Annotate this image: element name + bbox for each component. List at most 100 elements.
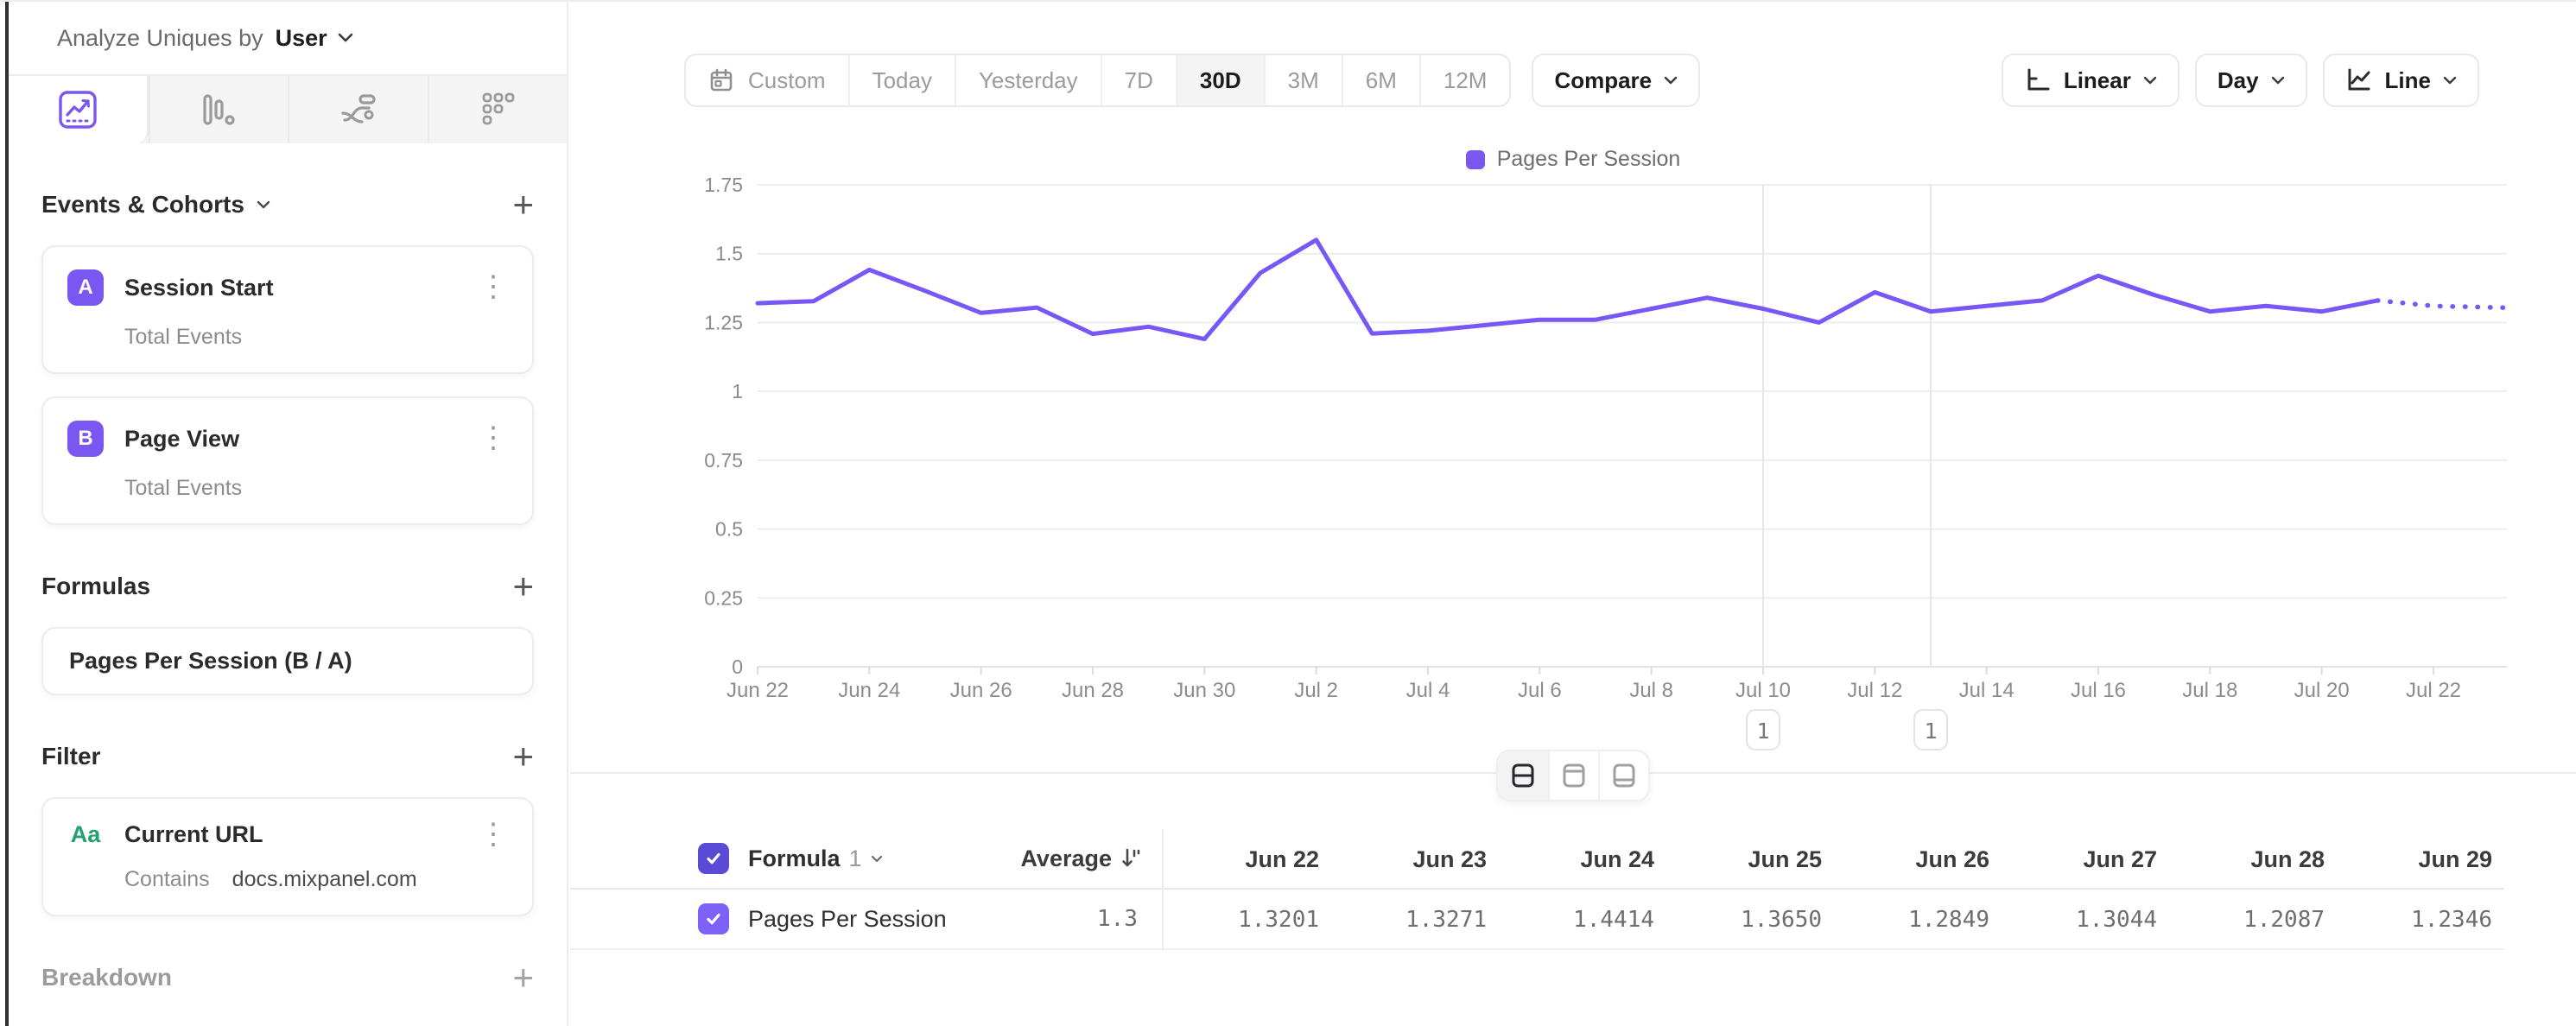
table-column: Jun 26 1.2849: [1834, 829, 2002, 950]
range-7d[interactable]: 7D: [1100, 55, 1176, 105]
table-column: Jun 25 1.3650: [1666, 829, 1834, 950]
column-date-header: Jun 24: [1499, 829, 1666, 890]
check-icon: [707, 852, 720, 864]
window-left-edge: [5, 2, 9, 1026]
add-formula-button[interactable]: +: [512, 566, 534, 606]
y-axis-tick-label: 1.5: [715, 243, 743, 265]
x-axis-tick-label: Jun 22: [726, 679, 789, 702]
event-letter-chip: A: [67, 269, 104, 306]
table-date-columns: Jun 22 1.3201 Jun 23 1.3271 Jun 24 1.4414 Jun …: [1164, 829, 2504, 950]
kebab-menu-icon[interactable]: ⋮: [479, 817, 508, 851]
add-breakdown-button[interactable]: +: [512, 957, 534, 998]
tab-flows[interactable]: [288, 76, 428, 143]
linear-axis-icon: [2027, 68, 2050, 91]
line-chart[interactable]: 0 0.25 0.5 0.75 1 1.25 1.5 1.75 1 1 Jun 22 Jun 24 Ju…: [570, 168, 2576, 772]
filter-operator[interactable]: Contains: [124, 867, 210, 891]
series-visible-checkbox[interactable]: [698, 903, 729, 934]
analyze-entity-value: User: [275, 24, 327, 51]
annotation-count: 1: [1756, 719, 1769, 744]
column-date-header: Jun 29: [2337, 829, 2504, 890]
compare-dropdown[interactable]: Compare: [1532, 54, 1701, 107]
filter-card[interactable]: Aa Current URL ⋮ Contains docs.mixpanel.…: [41, 797, 534, 916]
y-axis-tick-label: 0.75: [704, 449, 743, 472]
column-date-header: Jun 23: [1331, 829, 1499, 890]
x-axis-tick-label: Jul 2: [1294, 679, 1338, 702]
formula-title: Pages Per Session (B / A): [69, 648, 352, 674]
range-3m[interactable]: 3M: [1263, 55, 1342, 105]
range-30d[interactable]: 30D: [1175, 55, 1264, 105]
kebab-menu-icon[interactable]: ⋮: [479, 270, 508, 304]
chevron-down-icon: [871, 855, 882, 862]
x-axis-tick-label: Jun 24: [838, 679, 900, 702]
y-axis-tick-label: 1: [732, 380, 743, 402]
range-12m[interactable]: 12M: [1418, 55, 1510, 105]
y-axis-tick-label: 0.5: [715, 518, 743, 541]
chevron-down-icon: [2271, 76, 2284, 85]
filter-value[interactable]: docs.mixpanel.com: [232, 867, 417, 891]
event-card-a[interactable]: A Session Start ⋮ Total Events: [41, 245, 534, 374]
chart-only-icon: [1563, 763, 1585, 788]
chevron-down-icon: [338, 33, 352, 42]
breakdown-section-header: Breakdown +: [41, 960, 534, 996]
x-axis-tick-label: Jun 28: [1062, 679, 1124, 702]
tab-bar-chart[interactable]: [148, 76, 289, 143]
table-column: Jun 27 1.3044: [2002, 829, 2169, 950]
y-axis-tick-label: 1.25: [704, 311, 743, 333]
kebab-menu-icon[interactable]: ⋮: [479, 421, 508, 455]
series-line[interactable]: [755, 238, 2380, 342]
select-all-checkbox[interactable]: [698, 843, 729, 874]
range-6m[interactable]: 6M: [1341, 55, 1419, 105]
events-section-header: Events & Cohorts +: [41, 187, 534, 223]
add-filter-button[interactable]: +: [512, 736, 534, 776]
x-axis-tick-label: Jul 12: [1847, 679, 1902, 702]
chevron-down-icon: [257, 200, 270, 209]
formula-card[interactable]: Pages Per Session (B / A): [41, 627, 534, 695]
column-value: 1.2849: [1834, 890, 2002, 950]
column-date-header: Jun 22: [1164, 829, 1331, 890]
annotation-badge[interactable]: [1913, 709, 1948, 750]
y-axis-tick-label: 0.25: [704, 586, 743, 609]
legend-swatch: [1465, 149, 1485, 169]
event-measure[interactable]: Total Events: [124, 325, 243, 349]
query-builder-sidebar: Analyze Uniques by User: [9, 2, 568, 1026]
events-section-title[interactable]: Events & Cohorts: [41, 191, 270, 218]
tab-retention[interactable]: [427, 76, 568, 143]
annotation-count: 1: [1924, 719, 1937, 744]
layout-chart-only-button[interactable]: [1548, 751, 1598, 800]
filter-section-title: Filter: [41, 743, 101, 770]
x-axis-tick-label: Jul 14: [1959, 679, 2014, 702]
column-date-header: Jun 26: [1834, 829, 2002, 890]
tab-insights-line[interactable]: [9, 76, 149, 143]
analyze-label: Analyze Uniques by: [57, 24, 263, 51]
add-event-button[interactable]: +: [512, 184, 534, 225]
range-yesterday[interactable]: Yesterday: [954, 55, 1101, 105]
range-today[interactable]: Today: [847, 55, 955, 105]
event-measure[interactable]: Total Events: [124, 476, 243, 500]
table-column: Jun 29 1.2346: [2337, 829, 2504, 950]
table-column: Jun 23 1.3271: [1331, 829, 1499, 950]
average-sort-header[interactable]: Average: [1020, 846, 1141, 872]
layout-split-view-button[interactable]: [1498, 751, 1548, 800]
scale-dropdown[interactable]: Linear: [2001, 54, 2179, 107]
range-custom[interactable]: Custom: [686, 55, 848, 105]
series-name: Pages Per Session: [748, 905, 947, 932]
y-axis-tick-label: 0: [732, 656, 743, 678]
chevron-down-icon: [2443, 76, 2457, 85]
formula-selector-dropdown[interactable]: Formula 1: [748, 846, 883, 872]
chart-table-divider: [570, 750, 2576, 801]
calendar-icon: [710, 68, 733, 92]
column-value: 1.3271: [1331, 890, 1499, 950]
x-axis-tick-label: Jul 20: [2294, 679, 2350, 702]
chart-toolbar: Custom Today Yesterday 7D 30D 3M 6M 12M Compar…: [684, 54, 2479, 107]
layout-table-only-button[interactable]: [1598, 751, 1648, 800]
x-axis-tick-label: Jul 16: [2071, 679, 2126, 702]
event-card-b[interactable]: B Page View ⋮ Total Events: [41, 396, 534, 525]
string-property-type-icon: Aa: [70, 821, 101, 847]
chart-type-dropdown[interactable]: Line: [2322, 54, 2479, 107]
annotation-badge[interactable]: [1746, 709, 1780, 750]
series-line-incomplete-dotted[interactable]: [2375, 298, 2509, 311]
interval-dropdown[interactable]: Day: [2194, 54, 2307, 107]
analyze-entity-dropdown[interactable]: User: [276, 25, 353, 52]
line-chart-icon: [2348, 68, 2370, 91]
